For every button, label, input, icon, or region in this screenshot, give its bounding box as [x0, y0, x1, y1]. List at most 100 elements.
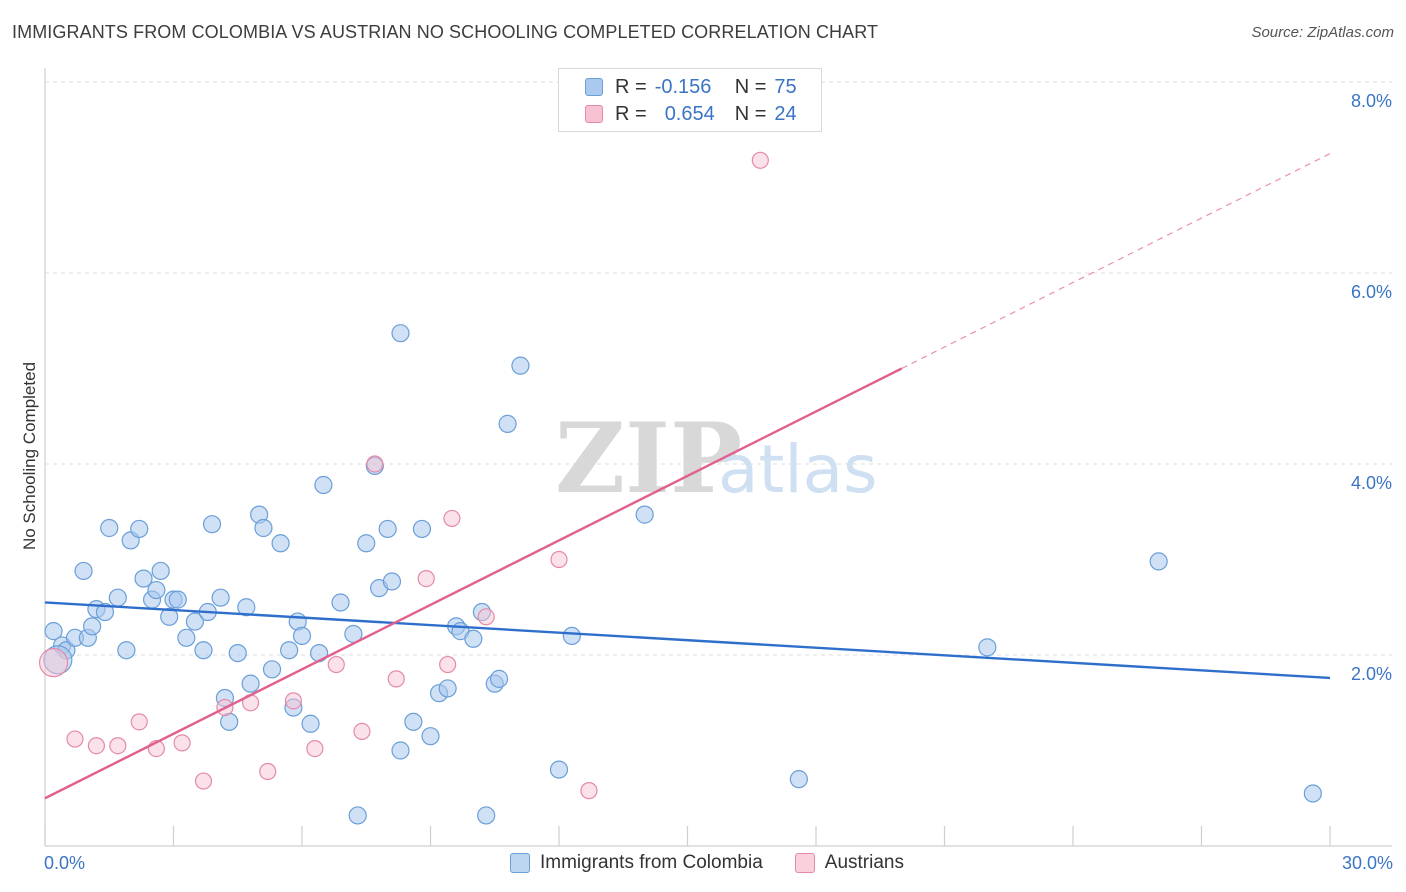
colombia-point [151, 561, 170, 581]
colombia-point [464, 629, 483, 648]
austrians-point [109, 737, 127, 755]
colombia-point [378, 519, 397, 539]
colombia-point [108, 588, 127, 607]
legend-item-austrians: Austrians [794, 852, 904, 874]
series-colombia-points [43, 324, 1322, 825]
legend-n-label: N = [734, 102, 767, 125]
colombia-point [412, 519, 432, 539]
series-legend: Immigrants from Colombia Austrians [510, 852, 936, 874]
colombia-point [134, 569, 153, 588]
colombia-point [177, 628, 196, 647]
watermark-atlas: atlas [718, 431, 878, 508]
colombia-point [262, 660, 282, 679]
austrians-point [284, 692, 303, 710]
y-tick-label: 4.0% [1351, 473, 1392, 493]
colombia-point [74, 561, 93, 581]
legend-item-colombia: Immigrants from Colombia [510, 852, 763, 874]
colombia-point [314, 475, 333, 495]
austrians-point [580, 782, 598, 800]
austrians-point [439, 655, 457, 674]
colombia-point [789, 770, 808, 789]
colombia-point [348, 806, 367, 825]
colombia-point [44, 622, 63, 641]
colombia-point [254, 518, 273, 538]
colombia-point [168, 590, 187, 609]
watermark: ZIP atlas [555, 402, 878, 515]
colombia-point [185, 612, 205, 631]
colombia-point [331, 593, 350, 612]
watermark-zip: ZIP [555, 402, 742, 515]
austrians-point [353, 722, 371, 741]
austrians-point [327, 655, 345, 674]
colombia-point [241, 674, 260, 693]
y-tick-label: 6.0% [1351, 282, 1392, 302]
colombia-point [438, 679, 457, 698]
x-tick-label: 0.0% [44, 853, 85, 873]
austrians-point [259, 762, 277, 781]
colombia-point [357, 534, 376, 553]
legend-r-label: R = [615, 102, 647, 125]
legend-swatch-austrians [794, 853, 815, 873]
colombia-point [271, 534, 290, 553]
colombia-point [280, 641, 299, 660]
colombia-point [391, 324, 410, 343]
legend-r-label: R = [615, 75, 647, 98]
legend-n-label: N = [734, 75, 767, 98]
austrians-point [387, 670, 405, 688]
colombia-point [391, 741, 410, 760]
colombia-point [1149, 552, 1168, 571]
austrians-point [194, 772, 213, 790]
y-tick-label: 2.0% [1351, 664, 1392, 684]
grid-lines [45, 81, 1392, 656]
legend-swatch-colombia [585, 78, 603, 96]
austrians-point [66, 730, 84, 748]
y-axis-label: No Schooling Completed [20, 361, 39, 551]
legend-row-colombia: R = -0.156 N = 75 [585, 74, 797, 100]
colombia-point [978, 638, 997, 657]
austrians-point [130, 713, 148, 731]
colombia-point [83, 617, 102, 636]
colombia-point [95, 602, 115, 622]
trend-lines [44, 153, 1331, 800]
colombia-point [382, 572, 402, 591]
colombia-point [292, 626, 312, 646]
colombia-point [477, 806, 496, 825]
austrians-point [87, 737, 106, 755]
colombia-point [160, 607, 179, 626]
colombia-point [194, 641, 213, 660]
austrians-point [38, 648, 69, 678]
colombia-point [511, 356, 530, 375]
colombia-point [1303, 784, 1322, 803]
colombia-point [100, 518, 119, 538]
colombia-point [421, 727, 440, 746]
correlation-legend: R = -0.156 N = 75 R = 0.654 N = 24 [558, 68, 822, 132]
colombia-point [211, 588, 230, 607]
colombia-point [147, 580, 166, 600]
colombia-point [117, 641, 136, 660]
austrians-trend-extension [901, 153, 1331, 370]
colombia-point [228, 643, 247, 663]
colombia-point [130, 519, 149, 539]
colombia-point [489, 669, 509, 688]
colombia-point [404, 712, 423, 731]
colombia-point [202, 515, 222, 534]
legend-label-colombia: Immigrants from Colombia [540, 852, 763, 873]
legend-r-value: 0.654 [664, 102, 715, 125]
colombia-point [301, 714, 320, 733]
colombia-point [562, 626, 581, 646]
austrians-point [417, 569, 435, 588]
legend-n-value: 75 [774, 75, 797, 98]
colombia-trend-line [44, 601, 1331, 680]
tick-labels: 2.0% 4.0% 6.0% 8.0% 0.0% 30.0% [44, 91, 1393, 873]
legend-n-value: 24 [774, 102, 797, 125]
legend-row-austrians: R = 0.654 N = 24 [585, 101, 797, 127]
austrians-trend-line [44, 367, 903, 800]
colombia-point [549, 760, 569, 779]
austrians-point [477, 608, 495, 626]
austrians-point [550, 550, 568, 569]
x-tick-label: 30.0% [1342, 853, 1393, 873]
legend-swatch-colombia [510, 853, 530, 873]
axes [44, 68, 1392, 847]
y-tick-label: 8.0% [1351, 91, 1392, 111]
